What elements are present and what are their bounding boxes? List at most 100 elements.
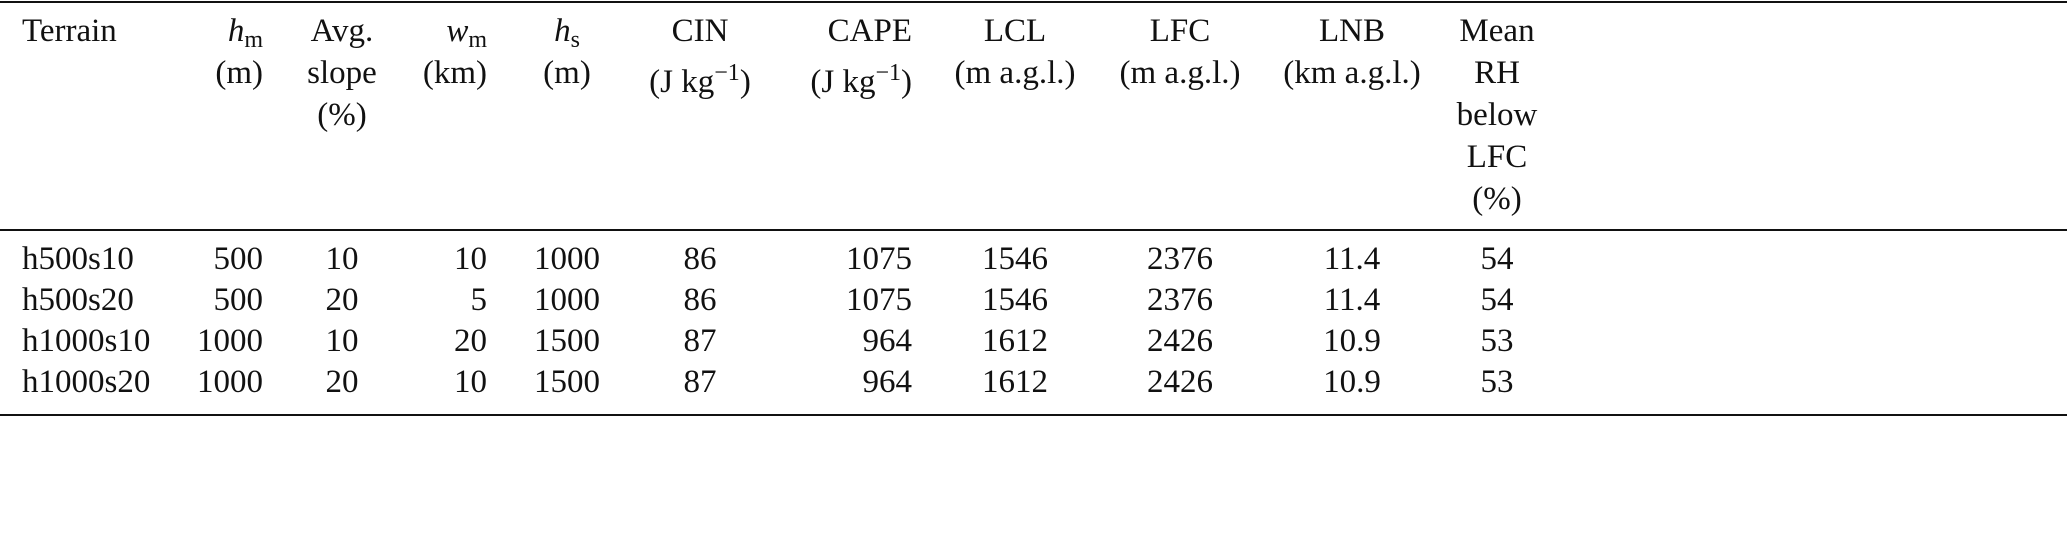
header-text: LFC [1466, 139, 1528, 175]
header-text: ) [739, 64, 751, 100]
table-cell: 5 [470, 282, 488, 318]
header-cell: (km a.g.l.) [1283, 52, 1420, 94]
header-text: slope [307, 55, 377, 91]
header-text: (J kg [810, 64, 876, 100]
table-cell: 1075 [846, 282, 912, 318]
header-text: (m) [215, 55, 263, 91]
header-cell: (%) [1472, 178, 1521, 220]
table-cell: 500 [213, 282, 264, 318]
header-text: (%) [317, 97, 367, 133]
header-text: s [570, 27, 580, 53]
table-cell: 10 [325, 323, 359, 359]
header-text: RH [1474, 55, 1520, 91]
header-cell: LFC [1150, 10, 1211, 52]
header-cell: CAPE [828, 10, 912, 52]
header-text: LCL [983, 13, 1047, 49]
table-cell: 54 [1480, 241, 1514, 277]
header-cell: Terrain [22, 10, 117, 52]
header-text: ) [901, 64, 912, 100]
header-text: m [244, 27, 263, 53]
header-text: (km) [422, 55, 487, 91]
header-text: CIN [671, 13, 729, 49]
header-cell: hm [228, 10, 263, 61]
table-cell: h500s20 [22, 282, 134, 318]
table-cell: 10 [454, 241, 487, 277]
header-text: Mean [1459, 13, 1535, 49]
header-text: Terrain [22, 13, 117, 49]
table-cell: 10 [325, 241, 359, 277]
header-cell: LFC [1467, 136, 1528, 178]
mid-rule [0, 229, 2067, 231]
header-cell: (km) [423, 52, 487, 94]
header-text: LFC [1149, 13, 1211, 49]
header-cell: LCL [984, 10, 1046, 52]
header-text: w [446, 13, 469, 49]
table-cell: 1000 [197, 323, 263, 359]
header-cell: (%) [317, 94, 366, 136]
header-text: (m a.g.l.) [1119, 55, 1241, 91]
table-cell: 1000 [197, 364, 263, 400]
table-cell: 20 [454, 323, 487, 359]
table-cell: 1546 [982, 241, 1048, 277]
header-cell: Mean [1459, 10, 1534, 52]
table-cell: 10 [454, 364, 487, 400]
header-text: Avg. [310, 13, 374, 49]
header-text: (km a.g.l.) [1283, 55, 1421, 91]
table-cell: 11.4 [1323, 282, 1381, 318]
table-cell: 86 [683, 241, 717, 277]
header-cell: (J kg−1) [810, 52, 912, 103]
table-cell: 1500 [534, 323, 600, 359]
header-cell: hs [554, 10, 580, 61]
table-cell: 1612 [982, 323, 1048, 359]
header-cell: Avg. [311, 10, 374, 52]
header-cell: wm [446, 10, 487, 61]
header-text: −1 [714, 60, 740, 86]
header-text: m [468, 27, 487, 53]
table-cell: 10.9 [1323, 364, 1381, 400]
header-cell: slope [307, 52, 377, 94]
table-cell: 2426 [1147, 323, 1213, 359]
table-cell: 53 [1480, 323, 1514, 359]
header-text: h [554, 13, 571, 49]
header-cell: (m a.g.l.) [1120, 52, 1241, 94]
table-cell: 2376 [1147, 241, 1213, 277]
bottom-rule [0, 414, 2067, 416]
table-cell: 10.9 [1323, 323, 1381, 359]
header-text: (J kg [649, 64, 715, 100]
header-cell: (J kg−1) [649, 52, 751, 103]
table-cell: h1000s10 [22, 323, 151, 359]
top-rule [0, 1, 2067, 3]
header-text: (m a.g.l.) [954, 55, 1076, 91]
table-cell: 20 [325, 364, 359, 400]
table-cell: h500s10 [22, 241, 134, 277]
table-cell: 1000 [534, 241, 600, 277]
header-text: CAPE [827, 13, 912, 49]
table-cell: 1546 [982, 282, 1048, 318]
header-text: h [227, 13, 245, 49]
table-cell: 964 [862, 364, 913, 400]
header-text: −1 [875, 60, 901, 86]
table-cell: 2426 [1147, 364, 1213, 400]
header-cell: CIN [672, 10, 729, 52]
table-cell: 86 [683, 282, 717, 318]
table-cell: 11.4 [1323, 241, 1381, 277]
header-cell: below [1457, 94, 1538, 136]
table-cell: 500 [213, 241, 264, 277]
header-cell: RH [1474, 52, 1520, 94]
header-cell: (m) [543, 52, 591, 94]
table-cell: 53 [1480, 364, 1514, 400]
table-cell: h1000s20 [22, 364, 151, 400]
table-cell: 1500 [534, 364, 600, 400]
header-cell: (m) [215, 52, 263, 94]
header-text: (%) [1472, 181, 1522, 217]
table-cell: 964 [862, 323, 913, 359]
table-cell: 1000 [534, 282, 600, 318]
table-cell: 87 [683, 323, 717, 359]
table-cell: 2376 [1147, 282, 1213, 318]
table-cell: 1075 [846, 241, 912, 277]
table-cell: 20 [325, 282, 359, 318]
table-cell: 1612 [982, 364, 1048, 400]
header-cell: (m a.g.l.) [955, 52, 1076, 94]
header-cell: LNB [1319, 10, 1385, 52]
